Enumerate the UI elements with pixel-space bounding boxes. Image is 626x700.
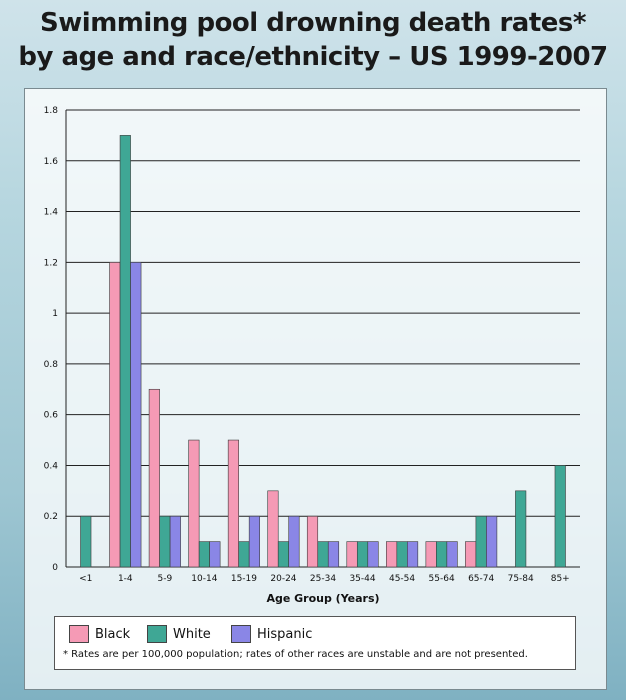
bar-black-35-44 xyxy=(346,541,358,568)
bar-black-15-19 xyxy=(227,439,239,568)
bar-white-<1 xyxy=(80,515,92,568)
bar-black-20-24 xyxy=(267,490,279,568)
x-tick-label: 35-44 xyxy=(349,574,375,584)
bar-hispanic-10-14 xyxy=(209,541,221,568)
bar-white-1-4 xyxy=(119,135,131,568)
x-tick-label: 75-84 xyxy=(508,574,534,584)
bar-white-85+ xyxy=(554,465,566,568)
x-tick-label: 45-54 xyxy=(389,574,415,584)
legend-label-hispanic: Hispanic xyxy=(257,626,313,642)
legend-item-white: White xyxy=(147,625,211,643)
bar-hispanic-45-54 xyxy=(407,541,419,568)
y-tick-label: 0.4 xyxy=(44,461,59,471)
bar-hispanic-35-44 xyxy=(367,541,379,568)
x-tick-label: <1 xyxy=(79,574,92,584)
y-tick-label: 0.2 xyxy=(44,512,58,522)
bar-black-10-14 xyxy=(188,439,200,568)
x-tick-label: 25-34 xyxy=(310,574,336,584)
y-tick-label: 1.4 xyxy=(44,208,59,218)
legend-swatch-black xyxy=(69,625,89,643)
bar-white-75-84 xyxy=(515,490,527,568)
x-tick-label: 20-24 xyxy=(270,574,296,584)
legend-label-black: Black xyxy=(95,626,131,642)
bar-hispanic-25-34 xyxy=(327,541,340,568)
bar-white-35-44 xyxy=(356,541,369,568)
bar-black-65-74 xyxy=(465,541,477,568)
bar-hispanic-20-24 xyxy=(288,515,300,568)
bar-black-1-4 xyxy=(109,262,121,568)
x-tick-label: 10-14 xyxy=(191,574,217,584)
title-line-2: by age and race/ethnicity – US 1999-2007 xyxy=(18,42,608,72)
bar-hispanic-65-74 xyxy=(486,515,498,568)
bar-black-55-64 xyxy=(425,541,437,568)
y-tick-label: 0.8 xyxy=(44,360,59,370)
legend: Black White Hispanic * Rates are per 100… xyxy=(54,616,576,670)
bar-white-20-24 xyxy=(277,541,290,568)
legend-swatch-hispanic xyxy=(231,625,251,643)
bar-white-15-19 xyxy=(238,541,250,568)
chart-title: Swimming pool drowning death rates* by a… xyxy=(0,6,626,74)
x-tick-label: 55-64 xyxy=(429,574,455,584)
bar-white-25-34 xyxy=(317,541,329,568)
x-tick-label: 15-19 xyxy=(231,574,257,584)
legend-label-white: White xyxy=(173,626,211,642)
y-tick-label: 0.6 xyxy=(44,411,59,421)
legend-swatch-white xyxy=(147,625,167,643)
y-tick-label: 1 xyxy=(52,309,58,319)
bar-white-65-74 xyxy=(475,515,487,568)
x-tick-label: 5-9 xyxy=(157,574,172,584)
x-axis-label: Age Group (Years) xyxy=(266,592,379,605)
bar-black-5-9 xyxy=(148,388,160,568)
legend-item-black: Black xyxy=(69,625,130,643)
bar-hispanic-5-9 xyxy=(169,515,181,568)
x-tick-label: 1-4 xyxy=(118,574,133,584)
bar-hispanic-55-64 xyxy=(446,541,458,568)
x-tick-label: 85+ xyxy=(551,574,570,584)
bar-black-45-54 xyxy=(386,541,398,568)
bar-hispanic-1-4 xyxy=(130,262,142,568)
legend-item-hispanic: Hispanic xyxy=(231,625,312,643)
footnote: * Rates are per 100,000 population; rate… xyxy=(63,649,528,660)
y-tick-label: 1.6 xyxy=(44,157,59,167)
bar-white-55-64 xyxy=(436,541,448,568)
y-tick-label: 0 xyxy=(52,563,58,573)
y-tick-label: 1.8 xyxy=(44,106,59,116)
x-tick-label: 65-74 xyxy=(468,574,494,584)
bar-white-5-9 xyxy=(159,515,171,568)
bar-white-10-14 xyxy=(198,541,210,568)
bar-black-25-34 xyxy=(306,515,319,568)
bar-hispanic-15-19 xyxy=(248,515,260,568)
y-tick-label: 1.2 xyxy=(44,258,58,268)
bar-white-45-54 xyxy=(396,541,408,568)
title-line-1: Swimming pool drowning death rates* xyxy=(40,8,586,38)
